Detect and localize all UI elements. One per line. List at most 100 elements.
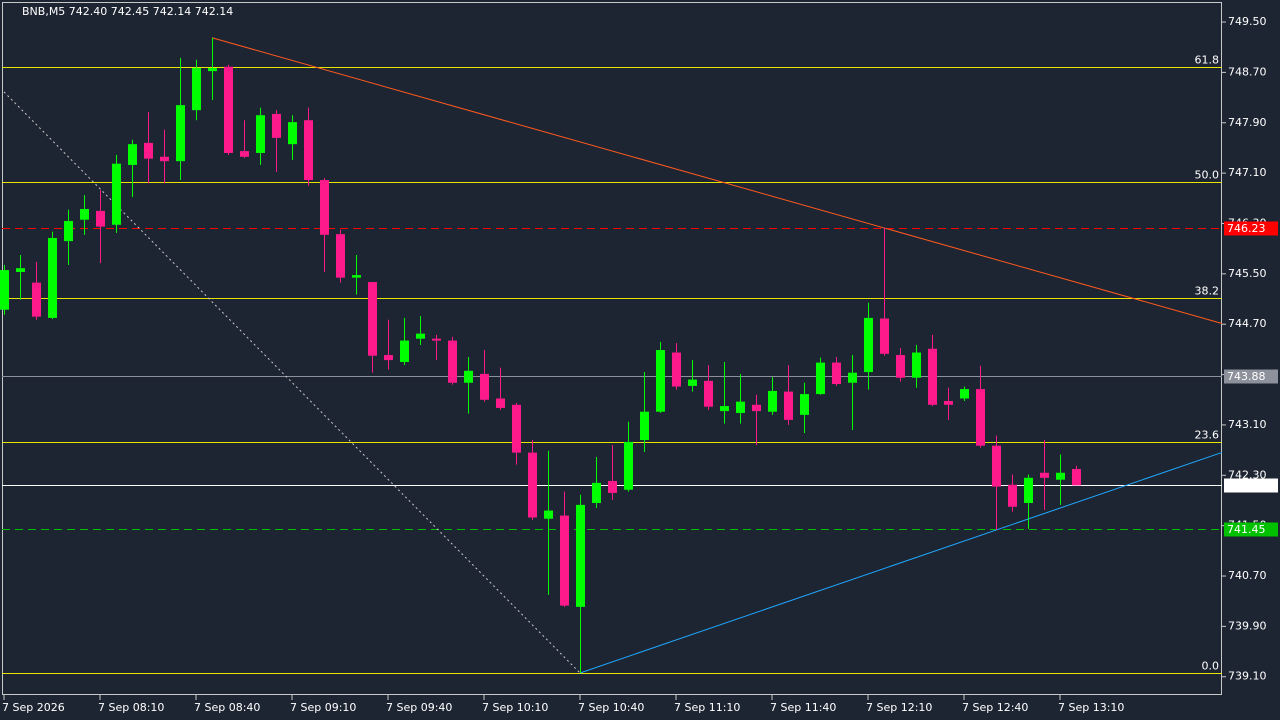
candle-body [80,209,89,220]
candle-body [240,151,249,157]
candle-body [528,452,537,518]
candle-body [112,163,121,225]
candle-body [800,394,809,415]
price-label: 742.14 [1227,479,1266,492]
candle-body [128,144,137,165]
candle-body [320,180,329,235]
fib-label: 0.0 [1202,660,1220,673]
candle-body [416,333,425,339]
candle-body [816,362,825,395]
price-label-box [1224,522,1278,537]
candle-body [992,445,1001,487]
x-tick-label: 7 Sep 11:40 [770,701,836,714]
candle-body [896,355,905,378]
candle-body [288,122,297,145]
candle-body [544,510,553,519]
candle-body [592,482,601,503]
candle-body [848,372,857,383]
candle-body [960,389,969,399]
candle-body [928,348,937,405]
candle-body [48,237,57,318]
price-label-box [1224,478,1278,493]
candle-body [272,113,281,138]
x-tick-label: 7 Sep 12:40 [962,701,1028,714]
candle-body [352,275,361,278]
plot-border [2,2,1222,695]
candle-body [1024,477,1033,503]
candle-body [704,380,713,407]
candle-body [464,370,473,383]
candle-body [224,66,233,153]
candle-body [208,67,217,72]
fib-label: 61.8 [1195,54,1220,67]
fib-label: 23.6 [1195,429,1220,442]
candle-body [640,411,649,441]
candle-body [736,401,745,413]
candle-body [448,340,457,383]
candle-body [1008,484,1017,507]
levels: 61.8 50.0 38.2 23.6 0.0 [2,37,1223,674]
candle-body [304,120,313,181]
price-label: 741.45 [1227,523,1266,536]
candle-body [480,373,489,400]
candle-body [176,105,185,162]
chart-title: BNB,M5 742.40 742.45 742.14 742.14 [22,5,233,18]
price-label-box [1224,221,1278,236]
candle-body [96,210,105,227]
y-tick-label: 748.70 [1228,65,1267,78]
candle-body [976,389,985,446]
x-tick-label: 7 Sep 2026 [2,701,65,714]
x-tick-label: 7 Sep 10:40 [578,701,644,714]
candle-body [16,268,25,272]
x-tick-label: 7 Sep 08:10 [98,701,164,714]
y-tick-label: 739.90 [1228,619,1267,632]
candle-body [368,282,377,356]
candle-body [944,401,953,405]
x-tick-label: 7 Sep 08:40 [194,701,260,714]
trendline [211,37,1223,324]
candle-body [608,480,617,493]
price-label: 743.88 [1227,370,1266,383]
candle-body [336,234,345,278]
candle-body [864,317,873,373]
y-tick-label: 745.50 [1228,267,1267,280]
y-tick-label: 744.70 [1228,317,1267,330]
axes: 749.50748.70747.90747.10746.30745.50744.… [2,15,1278,714]
y-tick-label: 743.10 [1228,418,1267,431]
candle-body [256,115,265,153]
candle-body [720,406,729,412]
fib-label: 50.0 [1195,169,1220,182]
y-tick-label: 747.90 [1228,116,1267,129]
candle-body [400,340,409,362]
candle-body [560,515,569,606]
candle-body [576,504,585,607]
candle-body [624,441,633,490]
candle-body [880,318,889,354]
y-tick-label: 740.70 [1228,569,1267,582]
candle-body [768,390,777,412]
trendline [3,91,581,674]
y-tick-label: 749.50 [1228,15,1267,28]
candle-body [1040,472,1049,478]
candle-body [1072,468,1081,486]
candle-body [0,270,9,310]
price-label: 746.23 [1227,222,1266,235]
candle-body [384,355,393,361]
candle-body [144,142,153,159]
candle-body [672,352,681,387]
candle-body [160,156,169,162]
y-tick-label: 739.10 [1228,670,1267,683]
candle-body [32,282,41,317]
x-tick-label: 7 Sep 11:10 [674,701,740,714]
trendline [579,451,1223,674]
candle-body [752,404,761,412]
fib-label: 38.2 [1195,285,1220,298]
candle-body [496,398,505,408]
candle-body [784,391,793,420]
candle-body [512,404,521,453]
candle-body [656,350,665,412]
y-tick-label: 742.30 [1228,468,1267,481]
